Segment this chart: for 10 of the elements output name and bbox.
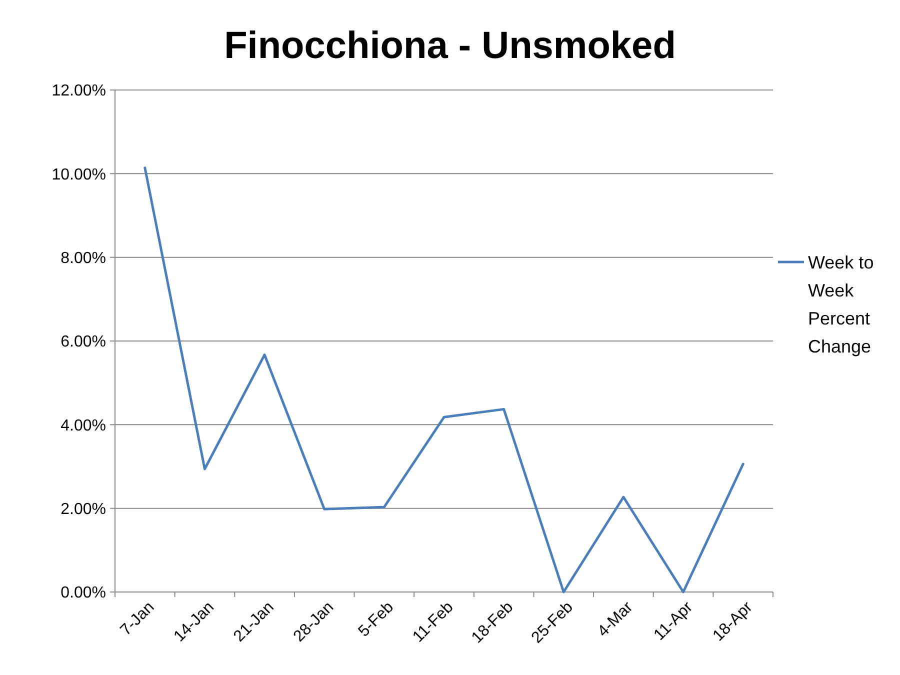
y-tick-label: 8.00% <box>60 250 106 267</box>
y-tick-label: 12.00% <box>52 82 106 100</box>
y-tick-label: 10.00% <box>52 166 106 184</box>
legend-label: Week to Week Percent Change <box>808 252 874 356</box>
line-series <box>144 166 744 594</box>
y-tick-label: 2.00% <box>60 500 106 518</box>
chart-title: Finocchiona - Unsmoked <box>224 25 676 67</box>
y-tick-label: 0.00% <box>60 584 106 602</box>
y-tick-label: 4.00% <box>60 417 106 434</box>
y-tick-label: 6.00% <box>60 334 106 351</box>
